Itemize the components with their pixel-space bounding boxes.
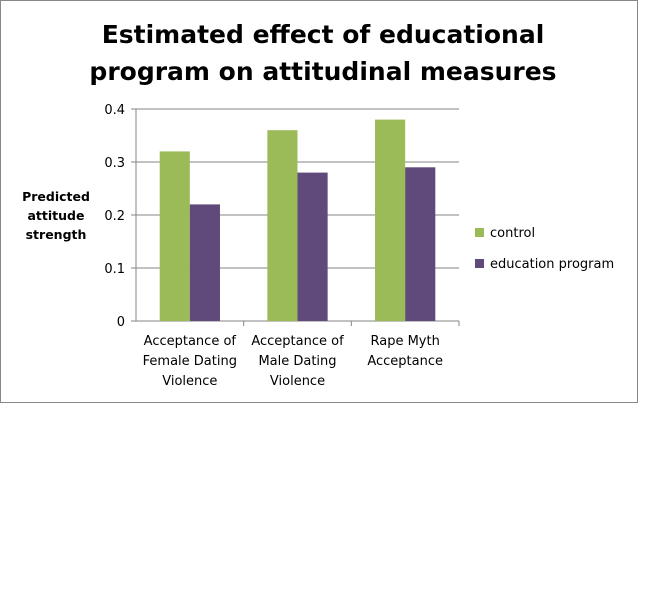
y-axis-label: strength xyxy=(26,227,87,242)
x-tick-label: Female Dating xyxy=(143,354,237,369)
x-tick-label: Violence xyxy=(270,374,325,389)
x-tick-label: Violence xyxy=(162,374,217,389)
y-axis-label: attitude xyxy=(28,208,85,223)
y-axis-label: Predicted xyxy=(22,189,90,204)
x-tick-label: Acceptance xyxy=(367,354,443,369)
legend-label: education program xyxy=(490,257,614,272)
bar-control xyxy=(159,151,190,321)
y-tick-label: 0 xyxy=(117,315,125,330)
x-tick-label: Acceptance of xyxy=(144,334,237,349)
y-tick-label: 0.2 xyxy=(104,209,125,224)
chart-title: program on attitudinal measures xyxy=(89,57,556,86)
x-tick-label: Acceptance of xyxy=(251,334,344,349)
x-tick-label: Rape Myth xyxy=(370,334,439,349)
legend-label: control xyxy=(490,226,535,241)
bar-chart: Estimated effect of educational program o… xyxy=(22,20,614,389)
y-tick-label: 0.1 xyxy=(104,262,125,277)
legend-swatch xyxy=(475,228,484,237)
bar-control xyxy=(267,130,298,321)
bar-education-program xyxy=(189,204,220,321)
bar-education-program xyxy=(297,172,328,321)
chart-title: Estimated effect of educational xyxy=(102,20,545,49)
y-tick-label: 0.3 xyxy=(104,156,125,171)
chart-frame: Estimated effect of educational program o… xyxy=(0,0,638,403)
legend-swatch xyxy=(475,259,484,268)
y-tick-label: 0.4 xyxy=(104,103,125,118)
x-tick-label: Male Dating xyxy=(258,354,336,369)
bar-education-program xyxy=(405,167,436,321)
bar-control xyxy=(375,119,406,321)
